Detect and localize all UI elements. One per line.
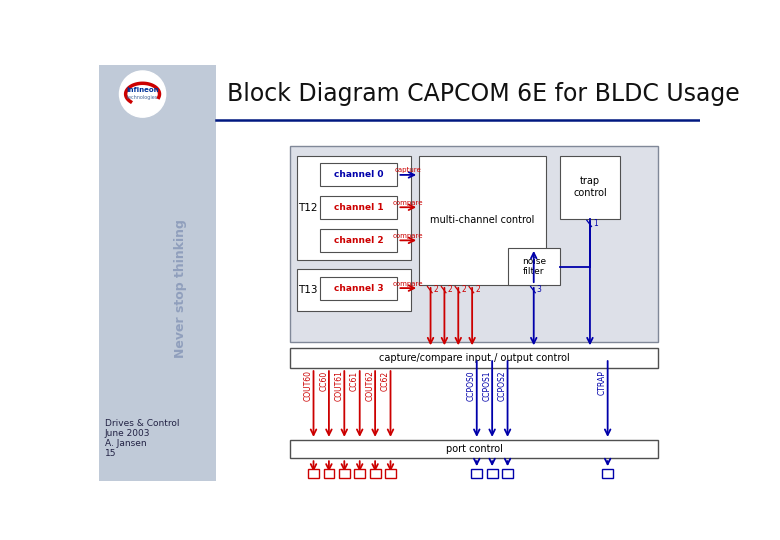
Bar	[290, 440, 658, 458]
Bar	[321, 276, 398, 300]
Text: multi-channel control: multi-channel control	[431, 215, 535, 225]
Text: port control: port control	[446, 444, 503, 454]
Bar	[290, 146, 658, 342]
Text: 2: 2	[448, 285, 452, 294]
Bar	[297, 269, 411, 311]
Text: CCPOS2: CCPOS2	[498, 370, 507, 401]
Text: technologies: technologies	[127, 96, 158, 100]
Text: capture/compare input / output control: capture/compare input / output control	[379, 353, 570, 363]
Text: channel 3: channel 3	[334, 284, 384, 293]
Text: CC60: CC60	[319, 370, 328, 391]
Bar	[560, 156, 620, 219]
Bar	[370, 469, 381, 478]
Bar	[471, 469, 482, 478]
Text: channel 0: channel 0	[334, 171, 384, 179]
Text: CC62: CC62	[381, 370, 390, 390]
Text: noise
filter: noise filter	[522, 257, 546, 276]
Bar	[385, 469, 396, 478]
Text: 15: 15	[105, 449, 116, 458]
Text: trap
control: trap control	[573, 177, 607, 198]
Text: CC61: CC61	[350, 370, 359, 390]
Bar	[290, 348, 658, 368]
Text: CTRAP: CTRAP	[598, 370, 607, 395]
Bar	[339, 469, 349, 478]
Bar	[487, 469, 498, 478]
Text: channel 1: channel 1	[334, 202, 384, 212]
Text: June 2003: June 2003	[105, 429, 151, 438]
Text: COUT60: COUT60	[303, 370, 313, 402]
Text: capture: capture	[395, 167, 422, 173]
Bar	[321, 195, 398, 219]
Text: infineon: infineon	[126, 87, 159, 93]
Text: 2: 2	[434, 285, 438, 294]
Bar	[354, 469, 365, 478]
Bar	[502, 469, 513, 478]
Text: CCPOS0: CCPOS0	[467, 370, 476, 401]
Text: 3: 3	[537, 285, 541, 294]
Bar	[508, 248, 560, 285]
Text: COUT61: COUT61	[335, 370, 343, 401]
Bar	[99, 65, 217, 481]
Text: compare: compare	[393, 200, 424, 206]
Text: T13: T13	[299, 285, 318, 295]
Bar	[324, 469, 335, 478]
Text: 2: 2	[461, 285, 466, 294]
Bar	[419, 156, 546, 285]
Text: 2: 2	[475, 285, 480, 294]
Text: Never stop thinking: Never stop thinking	[174, 219, 186, 357]
Text: 1: 1	[593, 219, 597, 228]
Text: A. Jansen: A. Jansen	[105, 439, 147, 448]
Text: Drives & Control: Drives & Control	[105, 419, 179, 428]
Circle shape	[119, 71, 165, 117]
Bar	[308, 469, 319, 478]
Text: COUT62: COUT62	[365, 370, 374, 401]
Bar	[321, 164, 398, 186]
Text: compare: compare	[393, 233, 424, 239]
Bar	[321, 229, 398, 252]
Text: compare: compare	[393, 281, 424, 287]
Text: CCPOS1: CCPOS1	[482, 370, 491, 401]
Text: channel 2: channel 2	[334, 236, 384, 245]
Bar	[297, 156, 411, 260]
Bar	[602, 469, 613, 478]
Text: T12: T12	[299, 202, 318, 213]
Text: Block Diagram CAPCOM 6E for BLDC Usage: Block Diagram CAPCOM 6E for BLDC Usage	[227, 82, 740, 106]
